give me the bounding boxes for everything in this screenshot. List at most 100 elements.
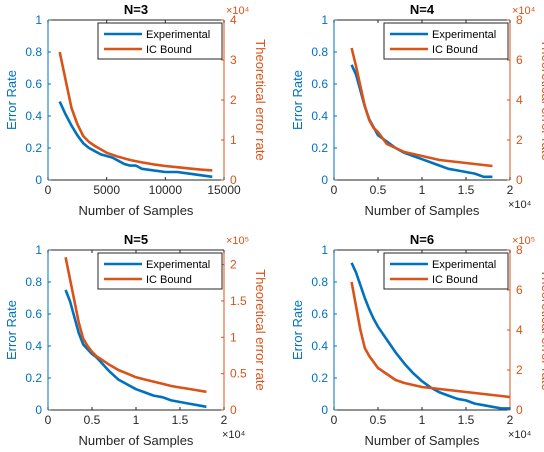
legend-entry: IC Bound: [146, 44, 192, 56]
x-axis-label: Number of Samples: [79, 433, 194, 448]
legend-box: [97, 22, 223, 60]
subplot-title: N=4: [410, 2, 435, 17]
y-tick-label: 0.8: [25, 45, 42, 59]
x-axis-label: Number of Samples: [79, 203, 194, 218]
y-right-exponent-label: ×10⁵: [226, 235, 249, 247]
y-right-tick-label: 4: [516, 323, 523, 337]
y-right-tick-label: 3: [230, 53, 237, 67]
legend-entry: Experimental: [146, 259, 210, 271]
x-tick-label: 5000: [93, 183, 120, 197]
y-tick-label: 0.4: [311, 339, 328, 353]
y-right-tick-label: 6: [516, 283, 523, 297]
y-right-axis-label: Theoretical error rate: [539, 39, 544, 160]
subplot-title: N=5: [124, 232, 148, 247]
x-tick-label: 15000: [207, 183, 241, 197]
y-right-tick-label: 0: [230, 173, 237, 187]
y-axis-label: Error Rate: [4, 70, 19, 130]
y-right-tick-label: 4: [230, 13, 237, 27]
y-right-tick-label: 2: [516, 133, 523, 147]
y-tick-label: 0: [35, 403, 42, 417]
legend-entry: IC Bound: [146, 274, 192, 286]
y-axis-label: Error Rate: [290, 300, 305, 360]
legend: Experimental IC Bound: [383, 22, 509, 60]
y-tick-label: 0.6: [311, 307, 328, 321]
y-right-tick-label: 1: [230, 330, 237, 344]
x-tick-label: 1: [133, 413, 140, 427]
y-tick-label: 0.6: [311, 77, 328, 91]
x-tick-label: 2: [221, 413, 228, 427]
y-right-tick-label: 1: [230, 133, 237, 147]
series-line-ic-bound: [58, 51, 213, 172]
y-tick-label: 0.6: [25, 77, 42, 91]
y-right-tick-label: 4: [516, 93, 523, 107]
y-right-tick-label: 6: [516, 53, 523, 67]
y-tick-label: 0: [321, 403, 328, 417]
x-exponent-label: ×10⁴: [508, 199, 532, 211]
series-line-ic-bound: [350, 281, 511, 399]
legend-entry: Experimental: [146, 29, 210, 41]
subplot-2: 0 0.5 1 1.5 2×10⁴00.20.40.60.8102468×10⁴Numb…: [290, 2, 544, 218]
x-tick-label: 0: [331, 413, 338, 427]
y-axis-label: Error Rate: [290, 70, 305, 130]
subplot-title: N=6: [410, 232, 434, 247]
y-tick-label: 0: [321, 173, 328, 187]
subplot-1: 0 5000 10000 1500000.20.40.60.8101234×10⁴Nu…: [4, 2, 268, 218]
y-right-tick-label: 0.5: [230, 367, 247, 381]
y-tick-label: 0.2: [311, 371, 328, 385]
legend-box: [383, 252, 509, 290]
x-tick-label: 0: [45, 183, 52, 197]
x-tick-label: 0.5: [84, 413, 101, 427]
y-right-tick-label: 8: [516, 13, 523, 27]
y-right-tick-label: 2: [230, 258, 237, 272]
series-line-ic-bound: [350, 47, 493, 168]
x-tick-label: 10000: [149, 183, 183, 197]
y-tick-label: 0.2: [25, 141, 42, 155]
x-axis-label: Number of Samples: [365, 203, 480, 218]
x-tick-label: 1: [419, 413, 426, 427]
y-right-exponent-label: ×10⁴: [226, 5, 250, 17]
series-line-experimental: [64, 289, 207, 409]
y-tick-label: 0.4: [25, 109, 42, 123]
legend: Experimental IC Bound: [383, 252, 509, 290]
y-right-exponent-label: ×10⁵: [512, 235, 535, 247]
legend: Experimental IC Bound: [97, 22, 223, 60]
series-line-experimental: [58, 101, 213, 179]
x-tick-label: 1: [419, 183, 426, 197]
x-tick-label: 1.5: [458, 413, 475, 427]
x-tick-label: 2: [507, 183, 514, 197]
legend-box: [383, 22, 509, 60]
x-tick-label: 0.5: [370, 413, 387, 427]
y-right-axis-label: Theoretical error rate: [253, 269, 268, 390]
y-right-tick-label: 0: [516, 403, 523, 417]
y-right-axis-label: Theoretical error rate: [253, 39, 268, 160]
legend-entry: IC Bound: [432, 44, 478, 56]
legend: Experimental IC Bound: [97, 252, 223, 290]
y-right-tick-label: 0: [230, 403, 237, 417]
x-tick-label: 2: [507, 413, 514, 427]
x-axis-label: Number of Samples: [365, 433, 480, 448]
y-tick-label: 0.4: [311, 109, 328, 123]
y-right-exponent-label: ×10⁴: [512, 5, 536, 17]
subplot-3: 0 0.5 1 1.5 2 ×10⁴ 0 0.2 0.4 0.6 0.8 1 0 0.5 1 1.5 2 ×10⁵…: [4, 232, 268, 448]
y-tick-label: 0.2: [311, 141, 328, 155]
y-tick-label: 0.6: [25, 307, 42, 321]
y-tick-label: 0.4: [25, 339, 42, 353]
y-right-axis-label: Theoretical error rate: [539, 269, 544, 390]
x-tick-label: 0: [45, 413, 52, 427]
y-right-tick-label: 2: [230, 93, 237, 107]
y-tick-label: 0.8: [311, 275, 328, 289]
y-tick-label: 0.8: [25, 275, 42, 289]
subplot-4: 0 0.5 1 1.5 2×10⁴00.20.40.60.8102468×10⁵Numb…: [290, 232, 544, 448]
y-tick-label: 0.2: [25, 371, 42, 385]
legend-entry: IC Bound: [432, 274, 478, 286]
y-right-tick-label: 8: [516, 243, 523, 257]
y-tick-label: 1: [35, 13, 42, 27]
x-exponent-label: ×10⁴: [222, 429, 246, 441]
legend-entry: Experimental: [432, 259, 496, 271]
y-tick-label: 0: [35, 173, 42, 187]
y-tick-label: 1: [321, 13, 328, 27]
x-exponent-label: ×10⁴: [508, 429, 532, 441]
x-tick-label: 0: [331, 183, 338, 197]
y-axis-label: Error Rate: [4, 300, 19, 360]
